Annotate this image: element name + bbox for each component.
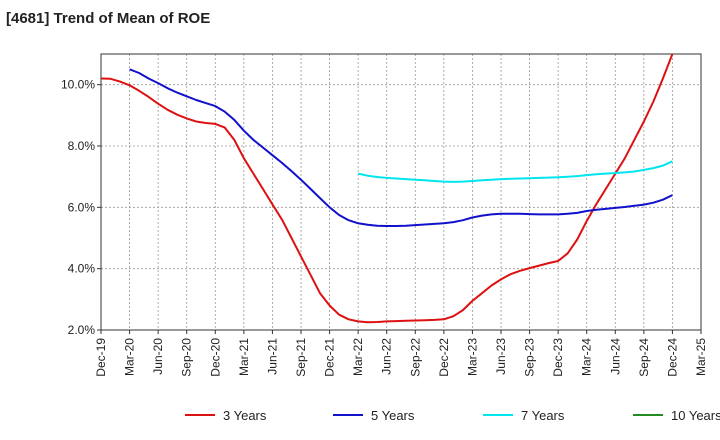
x-tick-label: Sep-24	[637, 338, 651, 377]
x-tick-label: Dec-23	[551, 338, 565, 377]
x-tick-label: Mar-20	[123, 338, 137, 376]
series-line-5-years	[129, 68, 673, 227]
x-tick-label: Mar-24	[580, 338, 594, 376]
y-tick-label: 10.0%	[61, 78, 95, 92]
legend-label-10-years: 10 Years	[671, 408, 720, 423]
plot-area-border	[100, 53, 702, 331]
x-tick-label: Dec-21	[323, 338, 337, 377]
x-tick-label: Dec-24	[665, 338, 679, 377]
y-tick-label: 6.0%	[68, 200, 96, 214]
x-tick-label: Dec-19	[94, 338, 108, 377]
x-tick-label: Sep-22	[408, 338, 422, 377]
series-line-7-years	[357, 160, 673, 183]
x-tick-label: Sep-20	[180, 338, 194, 377]
x-tick-label: Dec-20	[208, 338, 222, 377]
y-tick-label: 2.0%	[68, 323, 96, 337]
x-tick-label: Mar-22	[351, 338, 365, 376]
x-tick-label: Dec-22	[437, 338, 451, 377]
x-tick-label: Jun-20	[151, 338, 165, 375]
x-tick-label: Jun-23	[494, 338, 508, 375]
x-tick-label: Sep-21	[294, 338, 308, 377]
chart-title: [4681] Trend of Mean of ROE	[6, 10, 211, 27]
x-tick-label: Jun-22	[380, 338, 394, 375]
x-tick-label: Jun-24	[608, 338, 622, 375]
legend-label-5-years: 5 Years	[371, 408, 415, 423]
legend-label-3-years: 3 Years	[223, 408, 267, 423]
y-tick-label: 8.0%	[68, 139, 96, 153]
x-tick-label: Mar-23	[465, 338, 479, 376]
y-tick-label: 4.0%	[68, 262, 96, 276]
x-tick-label: Sep-23	[523, 338, 537, 377]
legend-label-7-years: 7 Years	[521, 408, 565, 423]
x-tick-label: Mar-21	[237, 338, 251, 376]
x-tick-label: Jun-21	[265, 338, 279, 375]
series-line-3-years	[100, 53, 674, 324]
x-tick-label: Mar-25	[694, 338, 708, 376]
